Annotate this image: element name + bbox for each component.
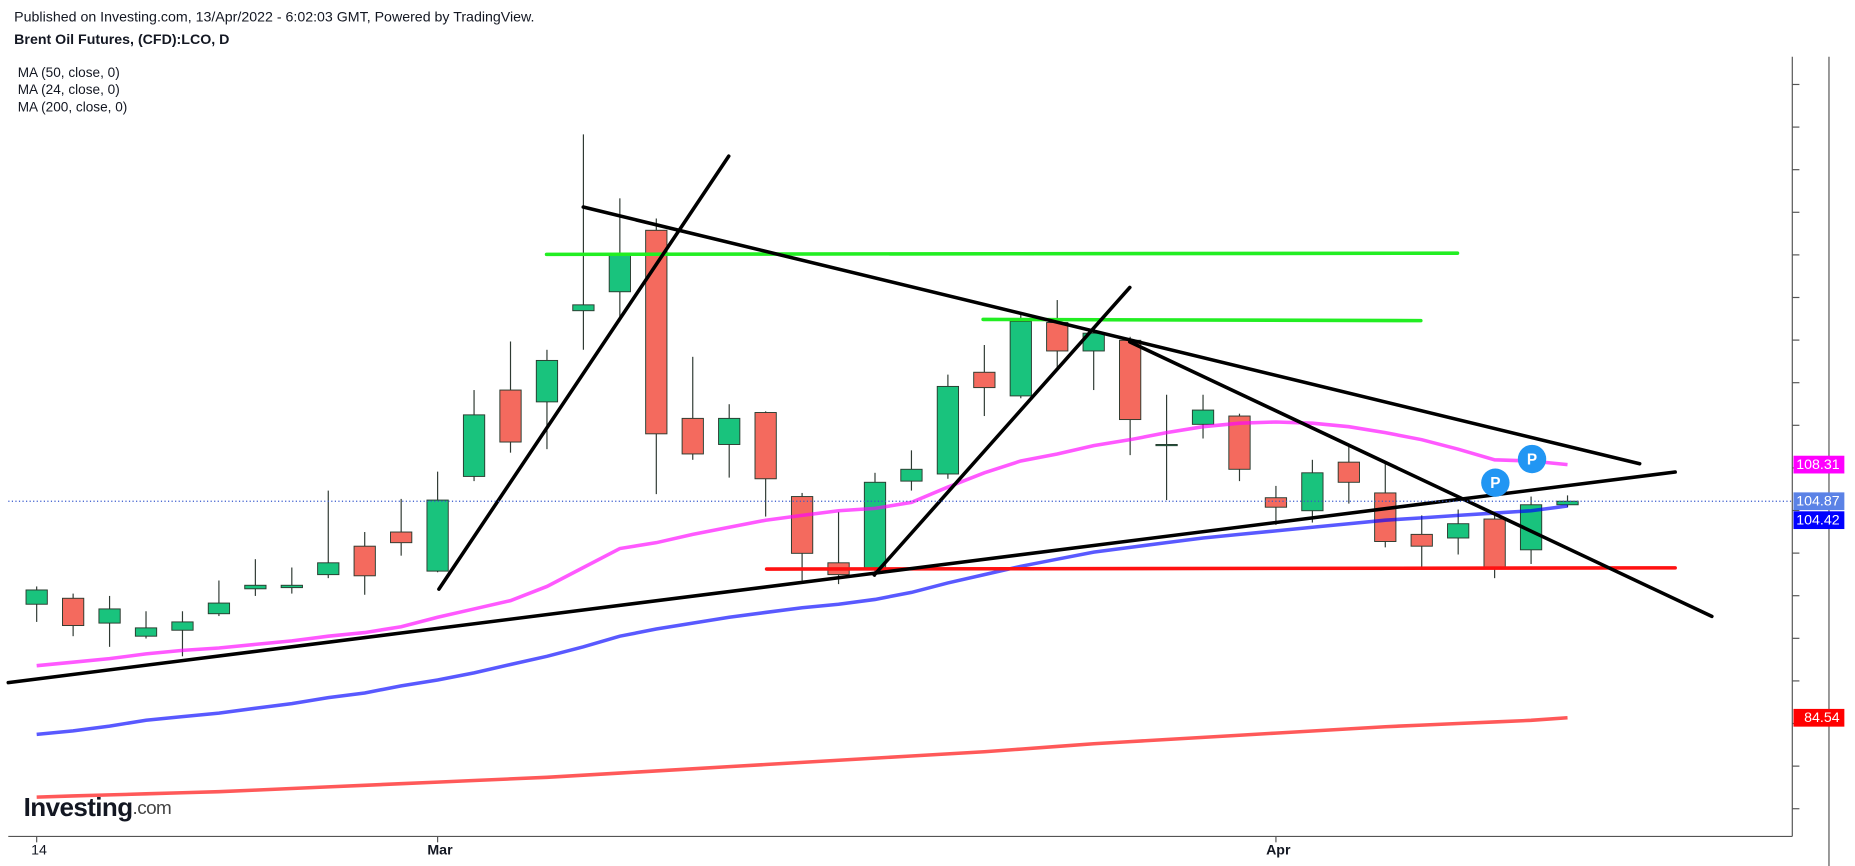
trend-line <box>1128 340 1714 619</box>
chart-title: Brent Oil Futures, (CFD):LCO, D <box>14 32 229 48</box>
x-tick-label: 14 <box>31 842 47 858</box>
candle-body <box>1228 415 1251 470</box>
candle-body <box>973 371 996 389</box>
candle-body <box>353 545 376 577</box>
candle-body <box>1483 518 1506 570</box>
candle-body <box>171 621 194 631</box>
legend-entry: MA (50, close, 0) <box>18 65 120 80</box>
candle-body <box>1374 492 1397 542</box>
candle-body <box>608 254 631 293</box>
ma-line <box>36 504 1568 737</box>
candle-body <box>25 589 48 605</box>
candle-body <box>1046 322 1069 352</box>
candle-body <box>645 229 668 435</box>
marker <box>1481 468 1510 497</box>
candle-body <box>681 417 704 455</box>
candle-body <box>572 304 595 312</box>
candle-body <box>718 417 741 445</box>
plot-area <box>25 134 1579 799</box>
candle-body <box>1337 461 1360 483</box>
price-tag-label: 104.42 <box>1796 513 1840 529</box>
logo-suffix: .com <box>133 798 172 819</box>
candle-body <box>790 496 814 554</box>
candle-body <box>1191 409 1215 425</box>
trend-line <box>581 205 1642 466</box>
candle-body <box>1447 523 1470 539</box>
candle-body <box>535 359 559 403</box>
marker-label: P <box>1490 475 1500 492</box>
logo: Investing.com <box>24 792 171 822</box>
candle-body <box>280 584 303 589</box>
legend-entry: MA (200, close, 0) <box>18 99 128 114</box>
candle-body <box>62 597 85 627</box>
candle-body <box>1155 444 1178 447</box>
marker-label: P <box>1527 451 1537 468</box>
price-tag <box>1793 492 1845 511</box>
legend-entry: MA (24, close, 0) <box>18 82 120 97</box>
x-tick-label: Apr <box>1266 842 1291 858</box>
candle-body <box>244 584 267 590</box>
drawings <box>6 154 1714 685</box>
price-tag-label: 104.87 <box>1796 494 1840 510</box>
candle-body <box>98 608 121 624</box>
candle-body <box>207 602 231 615</box>
candle-body <box>499 389 522 443</box>
price-tag <box>1793 455 1845 474</box>
price-tag-label: 84.54 <box>1804 710 1840 726</box>
candle-body <box>1301 472 1324 512</box>
marker <box>1517 444 1547 474</box>
price-tag <box>1793 708 1845 727</box>
trend-line <box>6 470 1677 685</box>
ma-line <box>36 420 1568 668</box>
candle-body <box>863 481 887 570</box>
candle-body <box>462 414 486 477</box>
logo-main: Investing <box>24 792 133 822</box>
trend-line <box>437 154 731 591</box>
price-tag <box>1793 511 1845 530</box>
ma-line <box>36 716 1568 799</box>
candle-body <box>1264 497 1288 508</box>
candle-body <box>1009 320 1032 397</box>
candle-body <box>134 627 158 637</box>
trend-line <box>544 251 1460 257</box>
candle-body <box>936 385 960 475</box>
price-tag-label: 108.31 <box>1796 457 1840 473</box>
subtitle: Published on Investing.com, 13/Apr/2022 … <box>14 9 534 25</box>
candle-body <box>1410 533 1433 547</box>
x-tick-label: Mar <box>427 842 453 858</box>
trend-line <box>872 285 1132 577</box>
trend-line <box>981 317 1423 323</box>
candle-body <box>317 562 340 576</box>
candle-body <box>754 412 777 480</box>
candle-body <box>900 468 923 482</box>
candle-body <box>390 531 413 544</box>
markers: P P <box>1481 444 1547 497</box>
candle-body <box>426 499 449 572</box>
candle-body <box>1119 339 1142 421</box>
